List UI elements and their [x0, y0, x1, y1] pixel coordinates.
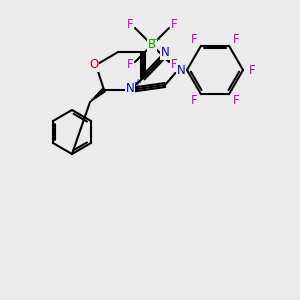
- Text: N: N: [126, 82, 134, 95]
- Text: O: O: [89, 58, 99, 71]
- Text: F: F: [191, 94, 197, 107]
- Polygon shape: [90, 88, 105, 102]
- Text: F: F: [127, 58, 133, 71]
- Text: F: F: [233, 33, 239, 46]
- Text: B: B: [148, 38, 156, 52]
- Text: F: F: [171, 58, 177, 71]
- Text: F: F: [171, 19, 177, 32]
- Text: −: −: [153, 35, 161, 45]
- Text: N: N: [160, 46, 169, 59]
- Text: +: +: [133, 78, 141, 88]
- Text: F: F: [233, 94, 239, 107]
- Text: N: N: [177, 64, 185, 76]
- Text: F: F: [191, 33, 197, 46]
- Text: F: F: [127, 19, 133, 32]
- Text: F: F: [249, 64, 255, 76]
